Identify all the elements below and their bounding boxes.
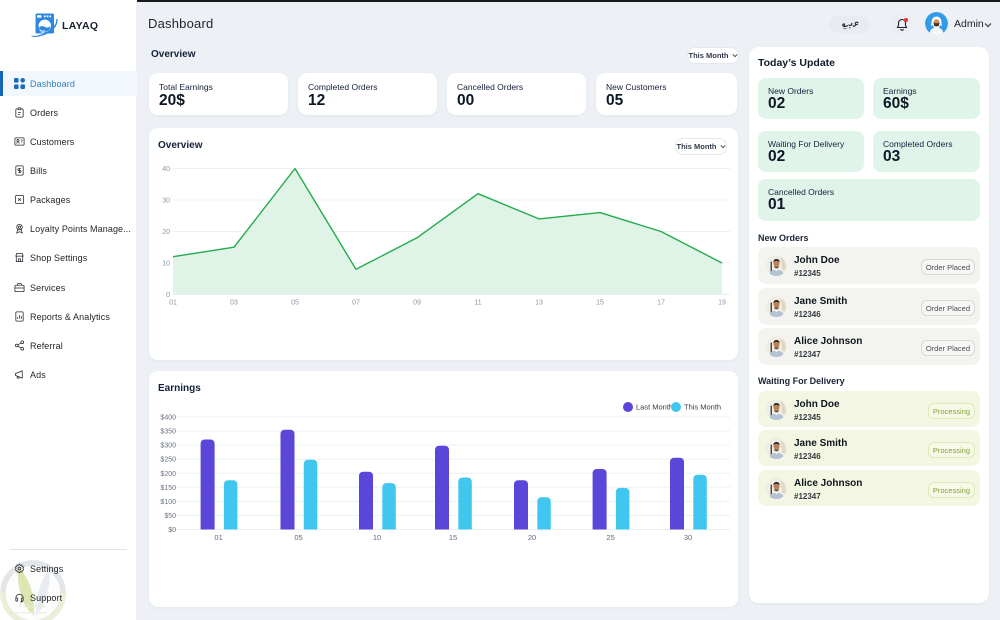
svg-text:$100: $100 <box>160 499 176 506</box>
svg-text:20: 20 <box>528 533 536 542</box>
svg-text:10: 10 <box>373 533 381 542</box>
svg-text:19: 19 <box>718 300 726 307</box>
svg-text:25: 25 <box>606 533 614 542</box>
svg-text:$250: $250 <box>160 457 176 464</box>
svg-text:$150: $150 <box>160 485 176 492</box>
svg-text:01: 01 <box>169 300 177 307</box>
svg-text:13: 13 <box>535 300 543 307</box>
svg-text:20: 20 <box>162 229 170 236</box>
svg-text:$400: $400 <box>160 415 176 422</box>
svg-text:0: 0 <box>166 292 170 299</box>
svg-text:Last Month: Last Month <box>636 403 673 412</box>
svg-text:10: 10 <box>162 261 170 268</box>
svg-text:$350: $350 <box>160 429 176 436</box>
svg-text:$50: $50 <box>164 513 176 520</box>
svg-text:15: 15 <box>596 300 604 307</box>
svg-text:05: 05 <box>294 533 302 542</box>
svg-text:09: 09 <box>413 300 421 307</box>
svg-text:30: 30 <box>162 198 170 205</box>
svg-text:30: 30 <box>684 533 692 542</box>
svg-text:17: 17 <box>657 300 665 307</box>
svg-text:This Month: This Month <box>684 403 721 412</box>
svg-text:$0: $0 <box>168 527 176 534</box>
svg-text:01: 01 <box>214 533 222 542</box>
svg-text:05: 05 <box>291 300 299 307</box>
svg-text:$300: $300 <box>160 443 176 450</box>
svg-text:03: 03 <box>230 300 238 307</box>
svg-text:$200: $200 <box>160 471 176 478</box>
svg-text:40: 40 <box>162 166 170 173</box>
svg-text:07: 07 <box>352 300 360 307</box>
svg-text:15: 15 <box>449 533 457 542</box>
svg-text:11: 11 <box>474 300 481 307</box>
